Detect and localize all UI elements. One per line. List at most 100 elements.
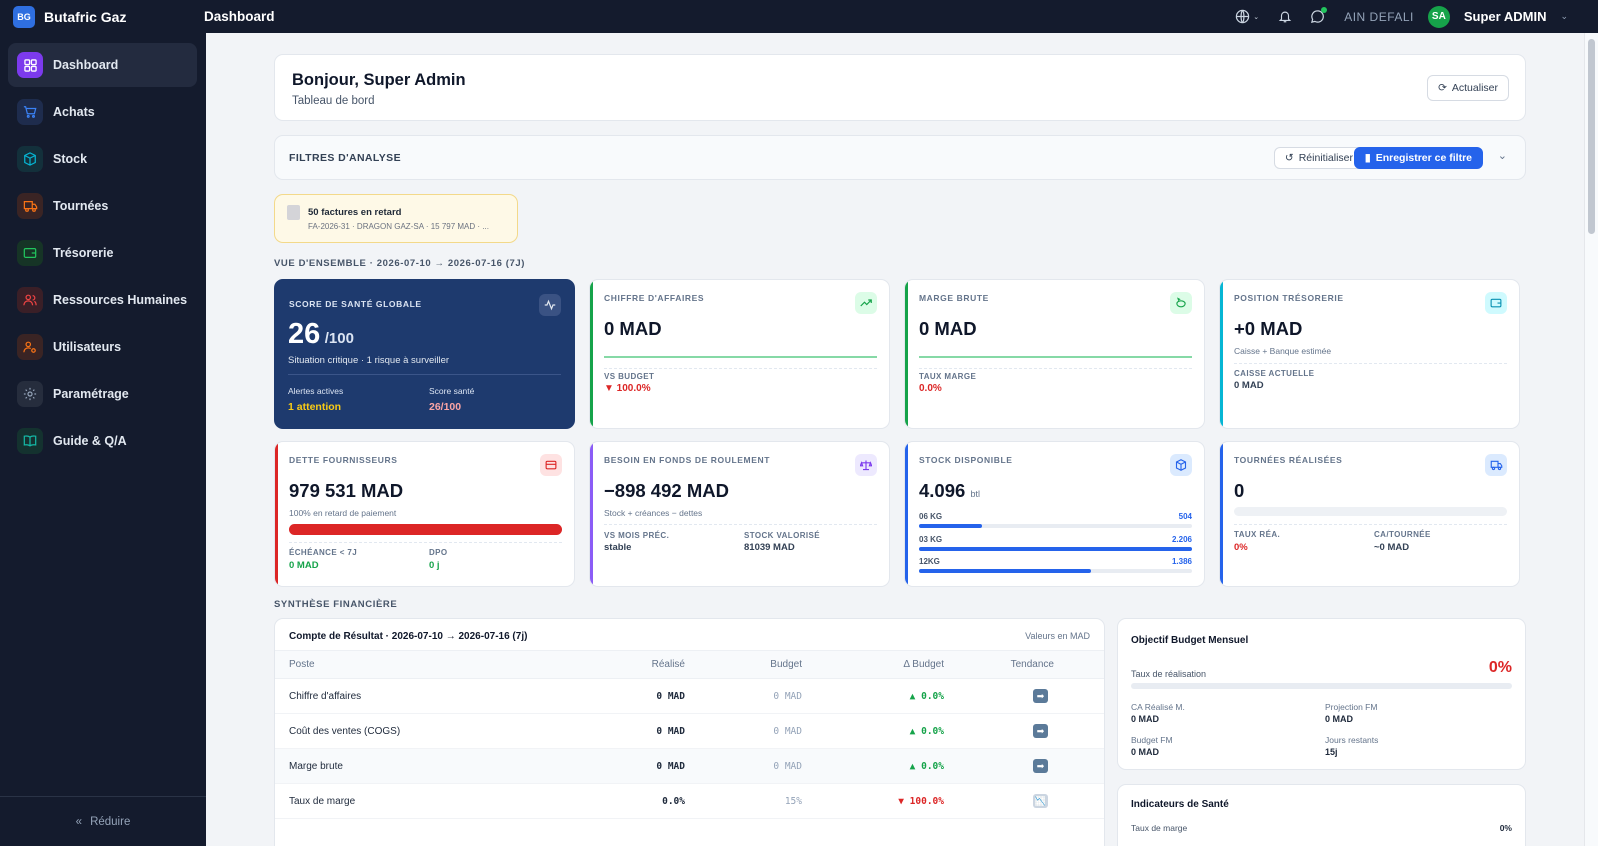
pnl-budget: 0 MAD [685, 678, 802, 714]
accent-bar [1220, 280, 1223, 428]
overview-label: VUE D'ENSEMBLE · 2026-07-10 → 2026-07-16… [274, 258, 526, 269]
bookmark-icon: ▮ [1364, 152, 1371, 164]
filters-panel: FILTRES D'ANALYSE ↺ Réinitialiser ▮ Enre… [274, 135, 1526, 180]
divider [289, 542, 562, 543]
budget-rate-value: 0% [1488, 659, 1512, 676]
stock-row-fill [919, 547, 1192, 551]
table-row[interactable]: Coût des ventes (COGS) 0 MAD 0 MAD ▲ 0.0… [275, 713, 1104, 749]
filters-title[interactable]: FILTRES D'ANALYSE [289, 152, 401, 164]
kpi-sub-label: TAUX RÉA. [1234, 530, 1281, 539]
sidebar-item-label: Ressources Humaines [53, 293, 188, 307]
kpi-sub-label: CAISSE ACTUELLE [1234, 369, 1315, 378]
language-icon[interactable]: ⌄ [1232, 8, 1262, 26]
column-header: Δ Budget [802, 650, 944, 679]
pnl-delta: ▼ 100.0% [802, 783, 944, 819]
pnl-delta: ▲ 0.0% [802, 678, 944, 714]
pnl-poste: Chiffre d'affaires [275, 678, 615, 714]
sidebar-item-label: Achats [53, 105, 95, 119]
kpi-sub-label: DPO [429, 548, 448, 557]
reset-icon: ↺ [1284, 152, 1294, 164]
health-indicators-card: Indicateurs de Santé Taux de marge 0% [1117, 784, 1526, 846]
reduce-label: Réduire [90, 815, 131, 828]
company-name[interactable]: AIN DEFALI [1344, 9, 1414, 24]
column-header: Réalisé [615, 650, 685, 679]
tours-progress-bar [1234, 507, 1507, 516]
sidebar-item-tresorerie[interactable]: Trésorerie [8, 231, 197, 275]
budget-item-value: 15j [1325, 747, 1338, 757]
kpi-sub-value: 0 j [429, 560, 440, 571]
sidebar-item-label: Guide & Q/A [53, 434, 127, 448]
sidebar-item-dashboard[interactable]: Dashboard [8, 43, 197, 87]
sidebar-item-utilisateurs[interactable]: Utilisateurs [8, 325, 197, 369]
sidebar-item-label: Dashboard [53, 58, 119, 72]
kpi-sub-label: TAUX MARGE [919, 372, 977, 381]
budget-item-value: 0 MAD [1131, 714, 1160, 724]
kpi-label: DETTE FOURNISSEURS [289, 455, 398, 465]
kpi-value: 979 531 MAD [289, 480, 404, 501]
sidebar-item-guide[interactable]: Guide & Q/A [8, 419, 197, 463]
budget-item-label: Budget FM [1131, 735, 1173, 745]
health-ind-row-value: 0% [1499, 823, 1512, 833]
kpi-value: 0 MAD [604, 318, 662, 339]
revenue-card[interactable]: CHIFFRE D'AFFAIRES 0 MAD VS BUDGET ▼ 100… [589, 279, 890, 429]
kpi-value: +0 MAD [1234, 318, 1303, 339]
scale-icon [855, 454, 877, 476]
table-row[interactable]: Taux de marge 0.0% 15% ▼ 100.0% 📉 [275, 783, 1104, 819]
chevron-down-icon[interactable]: ⌄ [1560, 11, 1568, 21]
app-name: Butafric Gaz [44, 8, 127, 25]
reset-button[interactable]: ↺ Réinitialiser [1273, 147, 1364, 169]
refresh-button[interactable]: ⟳ Actualiser [1427, 75, 1509, 101]
divider [604, 524, 877, 525]
sidebar-item-parametrage[interactable]: Paramétrage [8, 372, 197, 416]
budget-item-value: 0 MAD [1325, 714, 1354, 724]
health-score-card[interactable]: SCORE DE SANTÉ GLOBALE 26 /100 Situation… [274, 279, 575, 429]
sidebar-item-stock[interactable]: Stock [8, 137, 197, 181]
piggy-bank-icon [1170, 292, 1192, 314]
scrollbar-thumb[interactable] [1588, 39, 1595, 234]
scrollbar[interactable] [1584, 33, 1598, 846]
pnl-realise: 0 MAD [615, 713, 685, 749]
table-row[interactable]: Marge brute 0 MAD 0 MAD ▲ 0.0% ➡ [275, 748, 1104, 784]
refresh-icon: ⟳ [1438, 82, 1447, 94]
kpi-sub-value: stable [604, 542, 632, 553]
working-capital-card[interactable]: BESOIN EN FONDS DE ROULEMENT −898 492 MA… [589, 441, 890, 587]
sidebar-item-rh[interactable]: Ressources Humaines [8, 278, 197, 322]
kpi-sub-value: ~0 MAD [1374, 542, 1410, 553]
sidebar-item-achats[interactable]: Achats [8, 90, 197, 134]
stock-card[interactable]: STOCK DISPONIBLE 4.096 btl 06 KG 504 03 … [904, 441, 1205, 587]
grid-icon [17, 52, 43, 78]
bell-icon[interactable] [1276, 8, 1294, 26]
sidebar-item-tournees[interactable]: Tournées [8, 184, 197, 228]
table-row[interactable]: Chiffre d'affaires 0 MAD 0 MAD ▲ 0.0% ➡ [275, 678, 1104, 714]
divider [919, 368, 1192, 369]
late-invoices-alert[interactable]: 50 factures en retard FA-2026-31 · DRAGO… [274, 194, 518, 243]
treasury-card[interactable]: POSITION TRÉSORERIE +0 MAD Caisse + Banq… [1219, 279, 1520, 429]
truck-icon [1485, 454, 1507, 476]
chevron-down-icon[interactable]: ⌄ [1497, 150, 1507, 162]
tours-card[interactable]: TOURNÉES RÉALISÉES 0 TAUX RÉA. 0% CA/TOU… [1219, 441, 1520, 587]
chat-icon[interactable] [1308, 6, 1328, 26]
kpi-sub-label: VS MOIS PRÉC. [604, 531, 670, 540]
pnl-budget: 0 MAD [685, 748, 802, 784]
accent-bar [275, 442, 278, 586]
pnl-table: Poste Réalisé Budget Δ Budget Tendance C… [275, 650, 1104, 819]
box-icon [1170, 454, 1192, 476]
chart-down-icon: 📉 [1033, 794, 1048, 808]
app-logo[interactable]: BG [13, 5, 35, 28]
kpi-sub-value: 0 MAD [1234, 380, 1264, 391]
budget-item-label: Jours restants [1325, 735, 1379, 745]
divider [1234, 524, 1507, 525]
collapse-sidebar-button[interactable]: « Réduire [0, 796, 206, 846]
income-statement-card: Compte de Résultat · 2026-07-10 → 2026-0… [274, 618, 1105, 846]
pnl-trend: ➡ [944, 678, 1104, 714]
user-name[interactable]: Super ADMIN [1463, 9, 1547, 24]
kpi-sub-label: ÉCHÉANCE < 7J [289, 548, 358, 557]
avatar[interactable]: SA [1427, 5, 1450, 28]
save-filter-button[interactable]: ▮ Enregistrer ce filtre [1353, 147, 1483, 169]
gross-margin-card[interactable]: MARGE BRUTE 0 MAD TAUX MARGE 0.0% [904, 279, 1205, 429]
cart-icon [17, 99, 43, 125]
kpi-label: STOCK DISPONIBLE [919, 455, 1013, 465]
kpi-caption: Caisse + Banque estimée [1234, 346, 1332, 356]
stock-unit: btl [970, 489, 980, 499]
supplier-debt-card[interactable]: DETTE FOURNISSEURS 979 531 MAD 100% en r… [274, 441, 575, 587]
